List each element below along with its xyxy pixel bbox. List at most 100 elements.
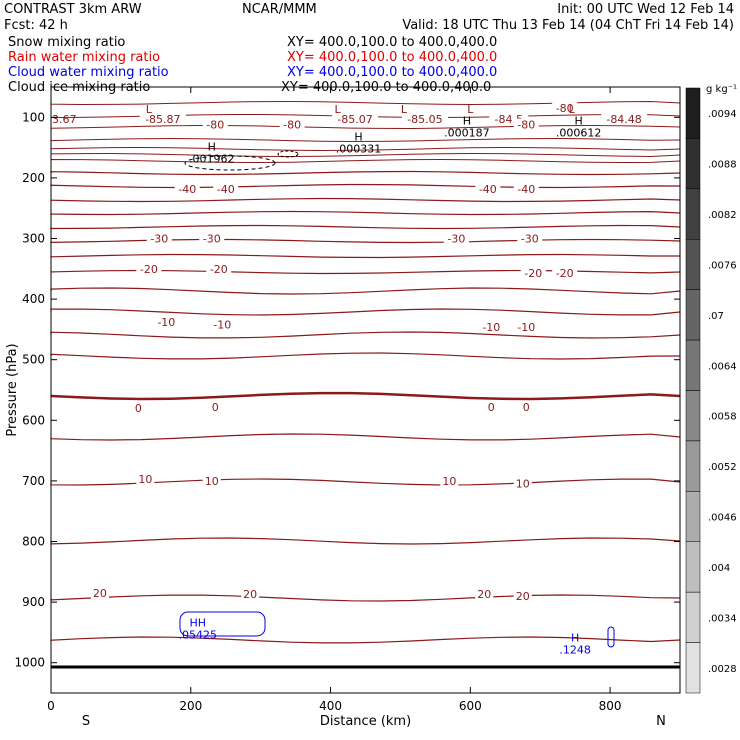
temperature-label: 10	[442, 475, 456, 488]
label-mask	[213, 182, 239, 195]
label-mask	[136, 262, 162, 275]
label-mask	[475, 182, 501, 195]
colorbar-label: .0088	[708, 160, 737, 171]
x-tick-label: 0	[47, 699, 55, 713]
contour-line	[50, 636, 681, 644]
y-tick-label: 1000	[14, 656, 45, 670]
contour-line	[50, 124, 681, 130]
y-tick-label: 400	[22, 292, 45, 306]
contour-line	[50, 224, 681, 230]
colorbar-label: .0094	[708, 109, 737, 120]
y-tick-label: 900	[22, 595, 45, 609]
temperature-label: 10	[516, 477, 530, 490]
field-xy-rain: XY= 400.0,100.0 to 400.0,400.0	[287, 50, 498, 65]
temperature-label: -80	[556, 102, 574, 115]
label-mask	[90, 587, 109, 600]
extremum-value: .05425	[179, 628, 218, 641]
y-tick-label: 300	[22, 232, 45, 246]
colorbar-segment	[685, 591, 701, 643]
label-mask	[139, 113, 186, 126]
contour-line	[50, 158, 681, 164]
contour-line	[50, 152, 681, 158]
temperature-label: -10	[482, 321, 500, 334]
colorbar-segment	[685, 541, 701, 593]
x-axis-label: Distance (km)	[320, 714, 411, 729]
contour-line	[50, 210, 681, 216]
colorbar-label: .0076	[708, 260, 737, 271]
extremum-value: .001962	[189, 153, 235, 166]
colorbar-segment	[685, 87, 701, 139]
extremum-symbol: L	[401, 103, 408, 116]
label-mask	[440, 474, 459, 487]
contour-line	[50, 287, 681, 295]
temperature-label: -85.87	[145, 113, 180, 126]
label-mask	[485, 400, 497, 413]
init-label: Init: 00 UTC Wed 12 Feb 14	[557, 2, 734, 17]
colorbar-segment	[685, 491, 701, 543]
colorbar-label: .0052	[708, 462, 737, 473]
temperature-label: -30	[203, 233, 221, 246]
extremum-symbol: H	[354, 130, 362, 143]
x-tick-label: 400	[319, 699, 342, 713]
label-mask	[517, 232, 543, 245]
cloud-water-contour	[607, 626, 615, 648]
colorbar-label: .07	[708, 311, 724, 322]
y-axis-label: Pressure (hPa)	[5, 343, 20, 436]
colorbar-label: .0082	[708, 210, 737, 221]
field-label-rain: Rain water mixing ratio	[8, 50, 161, 65]
cloud-ice-contour	[184, 155, 276, 171]
extremum-symbol: H	[571, 631, 579, 644]
extremum-value: .1248	[559, 643, 591, 656]
y-tick-label: 700	[22, 474, 45, 488]
contour-line	[50, 352, 681, 360]
colorbar-segment	[685, 239, 701, 290]
extremum-symbol: L	[146, 103, 153, 116]
x-tick-label: 800	[599, 699, 622, 713]
temperature-label: -40	[517, 183, 535, 196]
extremum-value: .000612	[556, 127, 602, 140]
temperature-label: -85.07	[337, 113, 372, 126]
contour-line	[50, 478, 681, 486]
chart-title: CONTRAST 3km ARW	[4, 2, 142, 17]
temperature-label: 20	[516, 590, 530, 603]
cloud-ice-contour	[277, 150, 299, 158]
label-mask	[209, 318, 235, 331]
contour-line	[50, 146, 681, 152]
colorbar-label: .004	[708, 563, 730, 574]
label-mask	[520, 267, 546, 280]
extremum-symbol: L	[334, 103, 341, 116]
label-mask	[478, 320, 504, 333]
cloud-water-contour	[179, 611, 266, 637]
colorbar-label: .0058	[708, 412, 737, 423]
temperature-label: 0	[488, 401, 495, 414]
colorbar-segment	[685, 339, 701, 391]
field-xy-snow: XY= 400.0,100.0 to 400.0,400.0	[287, 35, 498, 50]
temperature-label: 10	[138, 473, 152, 486]
temperature-label: -20	[524, 267, 542, 280]
label-mask	[513, 320, 539, 333]
forecast-label: Fcst: 42 h	[4, 18, 68, 33]
label-mask	[513, 590, 532, 603]
extremum-symbol: HH	[189, 616, 206, 629]
colorbar-label: .0064	[708, 361, 737, 372]
temperature-label: -10	[213, 319, 231, 332]
colorbar-segment	[685, 138, 701, 190]
y-tick-label: 500	[22, 353, 45, 367]
colorbar-label: .0028	[708, 664, 737, 675]
y-tick-label: 600	[22, 413, 45, 427]
contour-line	[50, 170, 681, 176]
contour-line	[50, 183, 681, 189]
temperature-label: 0	[523, 401, 530, 414]
edge-value-label: 3.67	[52, 113, 77, 126]
field-label-cloud-water: Cloud water mixing ratio	[8, 65, 169, 80]
valid-label: Valid: 18 UTC Thu 13 Feb 14 (04 ChT Fri …	[402, 18, 734, 33]
contour-line	[50, 308, 681, 316]
extremum-symbol: L	[569, 103, 576, 116]
temperature-label: -20	[210, 263, 228, 276]
label-mask	[209, 400, 221, 413]
temperature-label: -10	[517, 321, 535, 334]
contour-line	[50, 137, 681, 143]
label-mask	[279, 118, 305, 131]
label-mask	[520, 400, 532, 413]
